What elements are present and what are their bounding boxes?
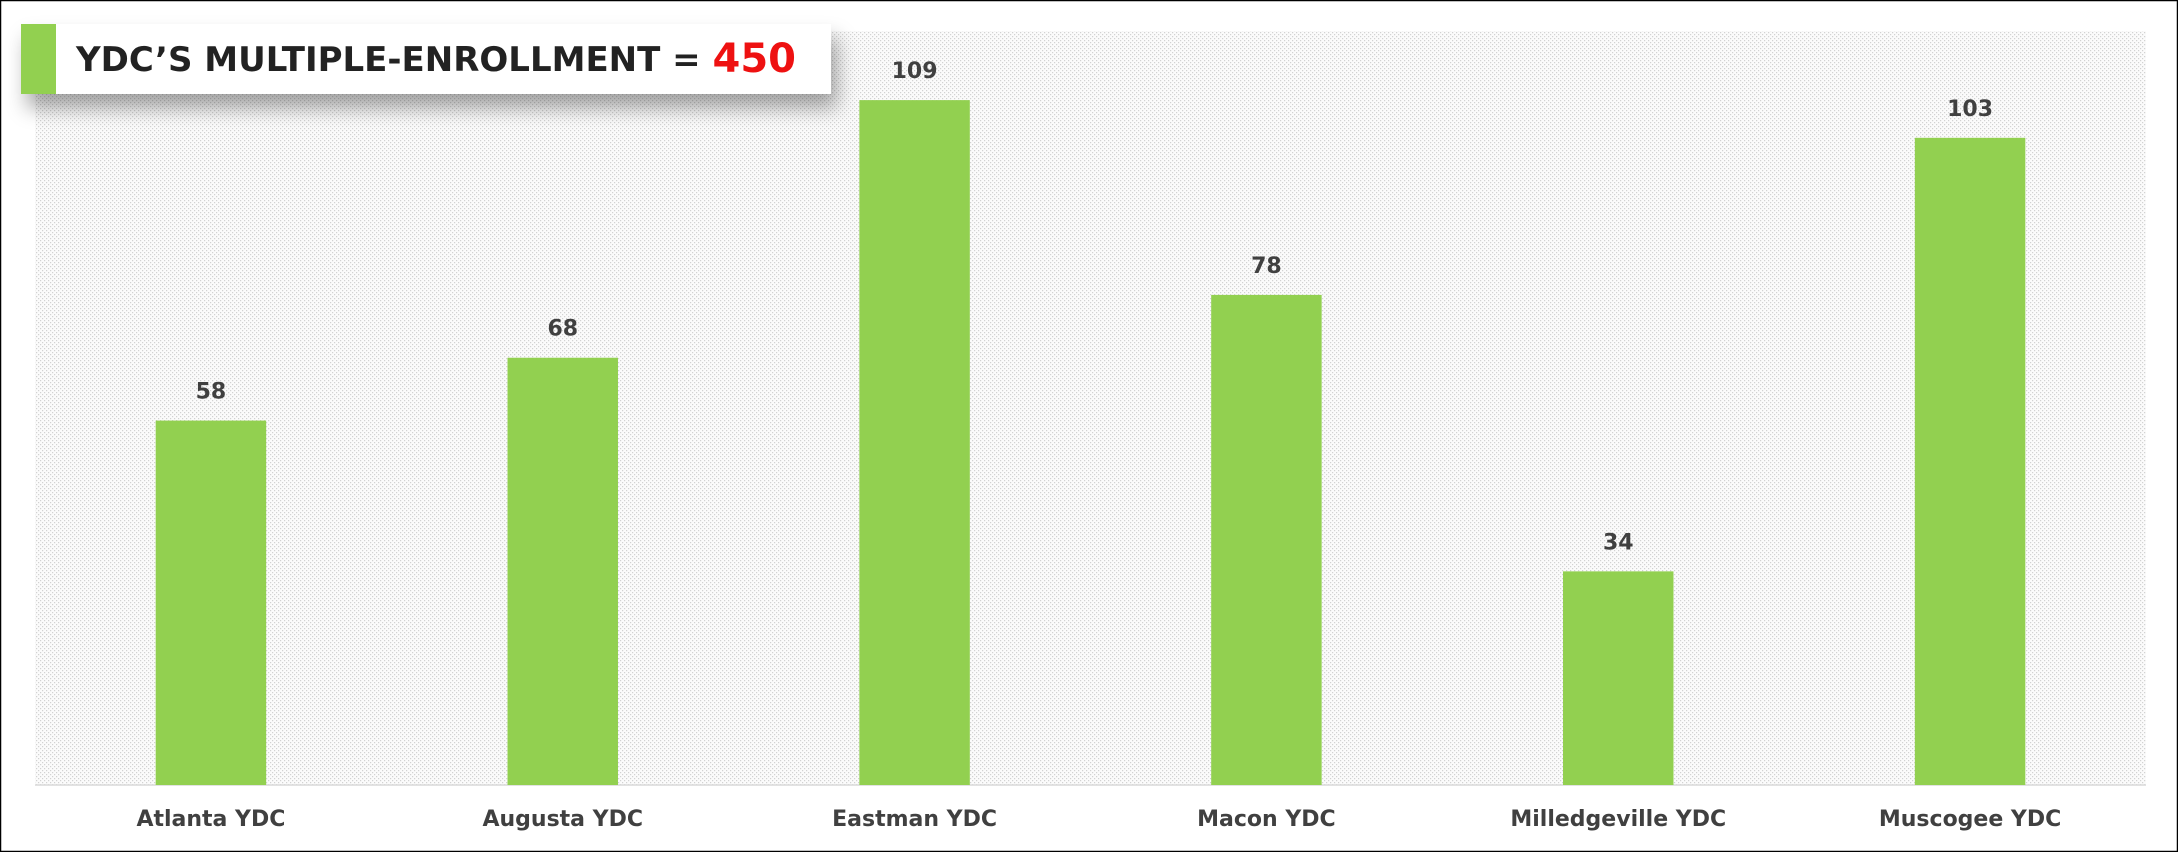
title-background [21, 24, 831, 94]
data-label: 109 [892, 59, 938, 84]
data-label: 34 [1603, 530, 1634, 555]
x-tick-label: Macon YDC [1197, 807, 1336, 832]
title-text: YDC’S MULTIPLE-ENROLLMENT = [75, 40, 701, 80]
bars: Atlanta YDC 58 Augusta YDC 68 Eastman YDC 109… [136, 59, 2061, 832]
x-tick-label: Milledgeville YDC [1510, 807, 1726, 832]
x-tick-label: Muscogee YDC [1879, 807, 2061, 832]
bar [1563, 571, 1674, 785]
bar [507, 357, 618, 785]
bar [859, 100, 970, 785]
bar [1914, 137, 2026, 786]
x-tick-label: Augusta YDC [482, 807, 643, 832]
data-label: 103 [1947, 97, 1993, 122]
chart-title: YDC’S MULTIPLE-ENROLLMENT = 450 [75, 36, 796, 82]
x-tick-label: Eastman YDC [832, 807, 997, 832]
title-total: 450 [713, 36, 797, 82]
data-label: 68 [547, 317, 578, 342]
title-box: YDC’S MULTIPLE-ENROLLMENT = 450 [21, 24, 831, 94]
title-accent [21, 24, 56, 94]
bar [155, 420, 267, 785]
bar [1211, 294, 1322, 785]
data-label: 78 [1251, 254, 1282, 279]
data-label: 58 [196, 380, 227, 405]
plot-area [35, 31, 2146, 785]
x-tick-label: Atlanta YDC [136, 807, 285, 832]
